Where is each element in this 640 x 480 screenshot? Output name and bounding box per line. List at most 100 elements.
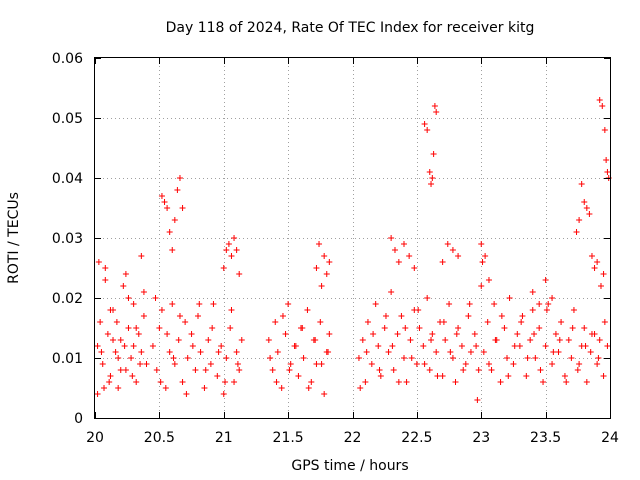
data-point xyxy=(428,337,435,343)
data-point xyxy=(149,343,156,349)
data-point xyxy=(599,103,606,109)
data-point xyxy=(179,205,186,211)
data-point xyxy=(467,349,474,355)
data-point xyxy=(220,265,227,271)
data-point xyxy=(287,361,294,367)
data-point xyxy=(233,349,240,355)
x-tick-label: 23 xyxy=(472,430,490,446)
data-point xyxy=(156,325,163,331)
data-point xyxy=(364,319,371,325)
data-point xyxy=(558,319,565,325)
data-point xyxy=(321,391,328,397)
data-point xyxy=(234,361,241,367)
data-point xyxy=(455,325,462,331)
data-point xyxy=(326,259,333,265)
data-point xyxy=(421,361,428,367)
data-point xyxy=(98,349,105,355)
data-point xyxy=(420,343,427,349)
data-point xyxy=(122,271,129,277)
chart-title: Day 118 of 2024, Rate Of TEC Index for r… xyxy=(166,20,535,36)
data-point xyxy=(411,265,418,271)
data-point xyxy=(169,301,176,307)
data-point xyxy=(545,301,552,307)
data-point xyxy=(406,253,413,259)
data-point xyxy=(594,361,601,367)
data-point xyxy=(600,373,607,379)
data-point xyxy=(416,325,423,331)
data-point xyxy=(166,229,173,235)
data-point xyxy=(122,367,129,373)
data-point xyxy=(174,187,181,193)
data-point xyxy=(370,331,377,337)
data-point xyxy=(444,241,451,247)
data-point xyxy=(466,301,473,307)
x-tick-label: 20.5 xyxy=(144,430,175,446)
data-point xyxy=(601,319,608,325)
y-tick-label: 0.02 xyxy=(52,291,83,307)
data-point xyxy=(102,277,109,283)
data-point xyxy=(574,367,581,373)
data-point xyxy=(267,355,274,361)
data-point xyxy=(556,337,563,343)
y-tick-label: 0 xyxy=(74,411,83,427)
data-point xyxy=(578,181,585,187)
data-point xyxy=(555,349,562,355)
data-point xyxy=(143,361,150,367)
y-tick-label: 0.04 xyxy=(52,171,83,187)
data-point xyxy=(474,397,481,403)
data-point xyxy=(518,319,525,325)
data-point xyxy=(576,217,583,223)
data-point xyxy=(573,229,580,235)
data-point xyxy=(504,355,510,361)
data-point xyxy=(601,127,608,133)
data-point xyxy=(536,301,543,307)
data-point xyxy=(480,349,487,355)
data-point xyxy=(561,373,568,379)
data-point xyxy=(385,349,392,355)
data-point xyxy=(233,247,240,253)
data-point xyxy=(453,331,460,337)
x-tick-label: 24 xyxy=(601,430,619,446)
data-point xyxy=(595,355,602,361)
data-point xyxy=(305,385,312,391)
data-point xyxy=(458,343,465,349)
data-point xyxy=(164,331,171,337)
data-point xyxy=(223,355,230,361)
x-tick-label: 22.5 xyxy=(401,430,432,446)
data-point xyxy=(166,349,173,355)
data-point xyxy=(133,379,140,385)
data-point xyxy=(433,109,440,115)
data-point xyxy=(424,127,431,133)
data-point xyxy=(220,391,227,397)
data-point xyxy=(285,301,292,307)
data-point xyxy=(431,103,438,109)
data-point xyxy=(265,337,272,343)
data-point xyxy=(439,259,446,265)
data-point xyxy=(112,349,119,355)
data-point xyxy=(295,373,302,379)
data-point xyxy=(426,169,433,175)
data-point xyxy=(524,355,531,361)
data-point xyxy=(532,355,539,361)
data-point xyxy=(424,295,431,301)
data-point xyxy=(157,379,164,385)
data-point xyxy=(304,307,311,313)
data-point xyxy=(452,379,459,385)
data-point xyxy=(591,265,598,271)
data-point xyxy=(115,355,122,361)
data-point xyxy=(537,367,544,373)
data-point xyxy=(227,325,234,331)
data-point xyxy=(323,271,330,277)
data-point xyxy=(485,277,492,283)
data-point xyxy=(519,313,526,319)
data-point xyxy=(428,181,435,187)
data-point xyxy=(492,337,499,343)
data-point xyxy=(363,349,370,355)
data-point xyxy=(238,337,245,343)
data-point xyxy=(162,385,169,391)
data-point xyxy=(318,361,325,367)
data-point xyxy=(117,367,124,373)
data-point xyxy=(222,379,229,385)
data-point xyxy=(542,343,549,349)
